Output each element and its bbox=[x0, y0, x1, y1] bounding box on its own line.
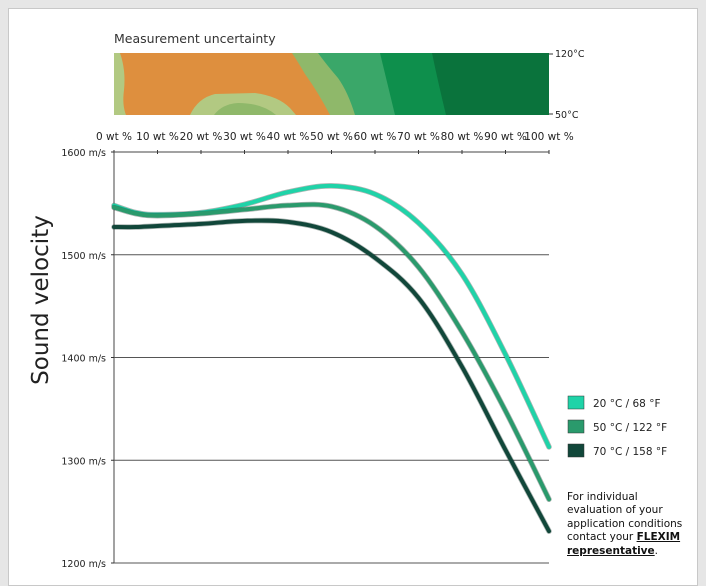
temp-bottom-label: 50°C bbox=[555, 110, 579, 121]
legend: 20 °C / 68 °F 50 °C / 122 °F 70 °C / 158 °… bbox=[567, 395, 667, 458]
y-tick-label: 1200 m/s bbox=[61, 559, 106, 570]
legend-label: 20 °C / 68 °F bbox=[593, 398, 660, 410]
legend-swatch bbox=[567, 443, 585, 458]
series-shadow bbox=[111, 201, 552, 503]
x-tick-label: 60 wt % bbox=[354, 131, 397, 143]
flexim-link[interactable]: FLEXIM bbox=[636, 531, 681, 544]
series-lines bbox=[111, 183, 552, 534]
x-tick-label: 0 wt % bbox=[96, 131, 132, 143]
x-tick-label: 20 wt % bbox=[180, 131, 223, 143]
x-tick-label: 70 wt % bbox=[397, 131, 440, 143]
legend-label: 50 °C / 122 °F bbox=[593, 422, 667, 434]
y-axis-ticks: 1600 m/s 1500 m/s 1400 m/s 1300 m/s 1200 m/s bbox=[61, 148, 114, 570]
uncertainty-title: Measurement uncertainty bbox=[114, 31, 276, 46]
note-line-1: For individual bbox=[567, 491, 638, 503]
x-tick-label: 10 wt % bbox=[136, 131, 179, 143]
strip-lowest-region bbox=[432, 53, 549, 115]
x-tick-label: 30 wt % bbox=[223, 131, 266, 143]
x-tick-label: 90 wt % bbox=[484, 131, 527, 143]
legend-label: 70 °C / 158 °F bbox=[593, 446, 667, 458]
x-tick-label: 100 wt % bbox=[524, 131, 573, 143]
series-shadow bbox=[111, 217, 552, 534]
x-axis-ticks: 0 wt % 10 wt % 20 wt % 30 wt % 40 wt % 50 wt … bbox=[96, 131, 574, 154]
strip-lowlight-region bbox=[318, 53, 400, 115]
y-tick-label: 1600 m/s bbox=[61, 148, 106, 159]
y-axis-label: Sound velocity bbox=[28, 215, 54, 385]
strip-high-region bbox=[292, 53, 365, 115]
y-tick-label: 1500 m/s bbox=[61, 251, 106, 262]
strip-bump-inner bbox=[214, 103, 276, 115]
series-line-3 bbox=[112, 218, 551, 534]
representative-link[interactable]: representative bbox=[567, 544, 655, 557]
x-tick-label: 40 wt % bbox=[267, 131, 310, 143]
x-tick-label: 80 wt % bbox=[441, 131, 484, 143]
note-line-4: contact your bbox=[567, 531, 637, 544]
y-tick-label: 1300 m/s bbox=[61, 456, 106, 467]
contact-note: For individual evaluation of your applic… bbox=[567, 491, 703, 558]
strip-light-region bbox=[114, 53, 126, 115]
legend-swatch bbox=[567, 395, 585, 410]
note-line-3: application conditions bbox=[567, 517, 683, 530]
temp-top-label: 120°C bbox=[555, 49, 585, 60]
x-tick-label: 50 wt % bbox=[310, 131, 353, 143]
y-tick-label: 1400 m/s bbox=[61, 354, 106, 365]
note-suffix: . bbox=[654, 544, 658, 557]
legend-swatch bbox=[567, 419, 585, 434]
uncertainty-strip bbox=[114, 53, 549, 115]
series-line-2 bbox=[112, 202, 551, 502]
note-line-2: evaluation of your bbox=[567, 504, 663, 517]
